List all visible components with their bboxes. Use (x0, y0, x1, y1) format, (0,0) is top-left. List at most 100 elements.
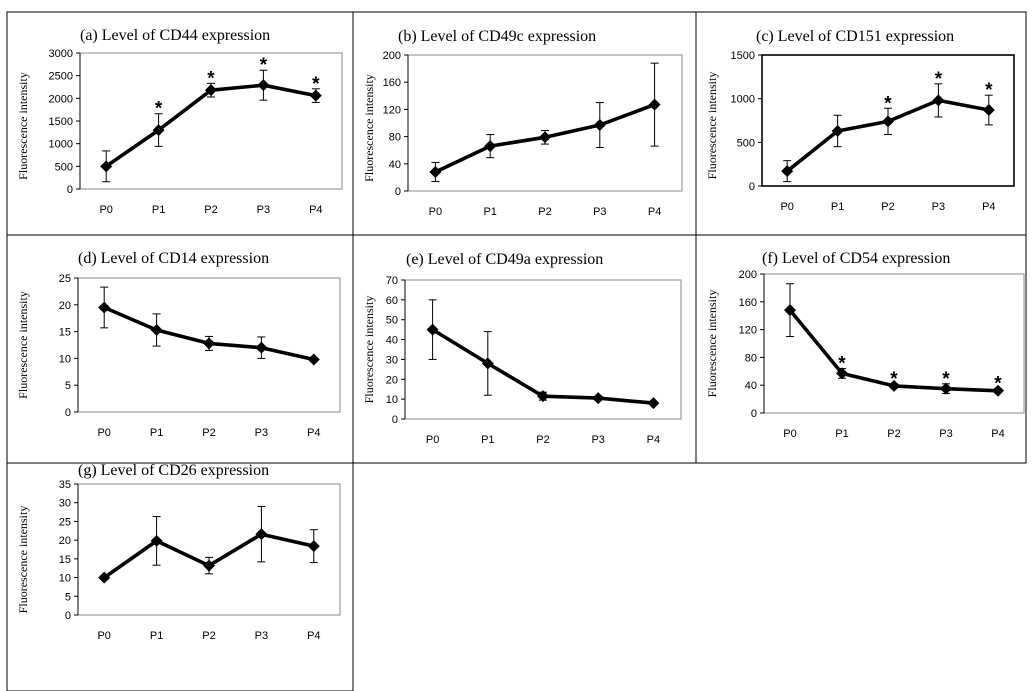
data-point (429, 165, 442, 178)
x-tick-label: P3 (255, 427, 268, 439)
y-tick-label: 10 (59, 353, 71, 365)
significance-marker: * (155, 99, 163, 120)
y-tick-label: 40 (389, 159, 401, 171)
data-point (932, 94, 945, 107)
y-axis-label: Fluorescence intensity (16, 506, 30, 614)
data-point (992, 384, 1004, 397)
plot-area (407, 54, 683, 192)
x-tick-label: P0 (99, 204, 112, 216)
data-point (100, 160, 113, 173)
y-tick-label: 15 (59, 327, 71, 339)
data-point (255, 528, 268, 541)
data-point (203, 337, 215, 350)
y-tick-label: 20 (59, 535, 71, 547)
x-tick-label: P4 (307, 427, 320, 439)
data-point (593, 119, 606, 132)
x-tick-label: P3 (591, 434, 604, 446)
chart-title: (e) Level of CD49a expression (406, 251, 603, 268)
x-tick-label: P2 (202, 427, 215, 439)
data-point (426, 323, 439, 336)
plot-area (763, 273, 1025, 414)
chart-panel-b: (b) Level of CD49c expression Fluorescenc… (362, 28, 683, 218)
y-tick-label: 30 (59, 498, 71, 510)
y-tick-label: 0 (65, 407, 71, 419)
y-tick-label: 25 (59, 273, 71, 285)
y-tick-label: 160 (383, 77, 401, 89)
chart-title: (c) Level of CD151 expression (756, 28, 954, 45)
x-tick-label: P1 (481, 434, 494, 446)
y-tick-label: 0 (67, 184, 73, 196)
significance-marker: * (207, 68, 215, 89)
x-tick-label: P2 (538, 206, 551, 218)
x-tick-label: P1 (150, 630, 163, 642)
y-tick-label: 2000 (49, 93, 73, 105)
y-tick-label: 160 (739, 297, 757, 309)
significance-marker: * (994, 374, 1002, 395)
y-axis-label: Fluorescence intensity (362, 296, 376, 404)
x-tick-label: P0 (429, 206, 442, 218)
x-tick-label: P3 (255, 630, 268, 642)
y-tick-label: 5 (65, 591, 71, 603)
y-tick-label: 80 (745, 352, 757, 364)
y-axis-label: Fluorescence intensity (362, 74, 376, 182)
y-tick-label: 20 (59, 300, 71, 312)
y-tick-label: 50 (386, 315, 398, 327)
data-point (888, 379, 900, 392)
data-point (307, 540, 320, 553)
x-tick-label: P3 (257, 204, 270, 216)
chart-panel-c: (c) Level of CD151 expression Fluorescenc… (705, 28, 1015, 213)
data-point (539, 131, 551, 144)
y-tick-label: 500 (737, 137, 755, 149)
data-point (940, 382, 952, 395)
chart-panel-e: (e) Level of CD49a expression Fluorescenc… (362, 251, 682, 446)
data-point (98, 571, 111, 584)
x-tick-label: P4 (309, 204, 322, 216)
plot-area (79, 52, 343, 190)
data-point (831, 124, 844, 137)
significance-marker: * (935, 69, 943, 90)
x-tick-label: P3 (939, 428, 952, 440)
significance-marker: * (890, 369, 898, 390)
x-tick-label: P1 (152, 204, 165, 216)
chart-panel-f: (f) Level of CD54 expression Fluorescence… (705, 250, 1025, 440)
x-tick-label: P1 (150, 427, 163, 439)
data-point (836, 367, 848, 380)
chart-title: (g) Level of CD26 expression (78, 462, 269, 479)
y-tick-label: 0 (65, 610, 71, 622)
y-tick-label: 1500 (49, 116, 73, 128)
panel-f-border (695, 234, 1027, 464)
y-tick-label: 15 (59, 554, 71, 566)
y-axis-label: Fluorescence intensity (705, 72, 719, 180)
data-point (481, 357, 494, 370)
data-point (784, 304, 796, 317)
x-tick-label: P4 (991, 428, 1004, 440)
x-tick-label: P4 (647, 434, 660, 446)
x-tick-label: P0 (97, 630, 110, 642)
data-point (592, 392, 605, 405)
y-tick-label: 20 (386, 374, 398, 386)
y-tick-label: 200 (739, 269, 757, 281)
x-tick-label: P1 (831, 201, 844, 213)
y-tick-label: 200 (383, 50, 401, 62)
x-tick-label: P0 (783, 428, 796, 440)
chart-panel-g: (g) Level of CD26 expression Fluorescence… (16, 462, 341, 642)
chart-panel-a: (a) Level of CD44 expression Fluorescence… (16, 27, 343, 216)
y-tick-label: 0 (751, 408, 757, 420)
x-tick-label: P2 (887, 428, 900, 440)
chart-title: (a) Level of CD44 expression (80, 27, 270, 44)
chart-title: (f) Level of CD54 expression (762, 250, 950, 267)
x-tick-label: P1 (835, 428, 848, 440)
significance-marker: * (260, 55, 268, 76)
chart-panel-d: (d) Level of CD14 expression Fluorescence… (16, 250, 341, 439)
y-tick-label: 60 (386, 295, 398, 307)
x-tick-label: P3 (593, 206, 606, 218)
panel-g-border (6, 462, 354, 691)
significance-marker: * (884, 93, 892, 114)
x-tick-label: P0 (97, 427, 110, 439)
y-tick-label: 120 (383, 104, 401, 116)
y-tick-label: 5 (65, 380, 71, 392)
chart-title: (d) Level of CD14 expression (78, 250, 269, 267)
x-tick-label: P0 (780, 201, 793, 213)
data-point (882, 115, 894, 128)
